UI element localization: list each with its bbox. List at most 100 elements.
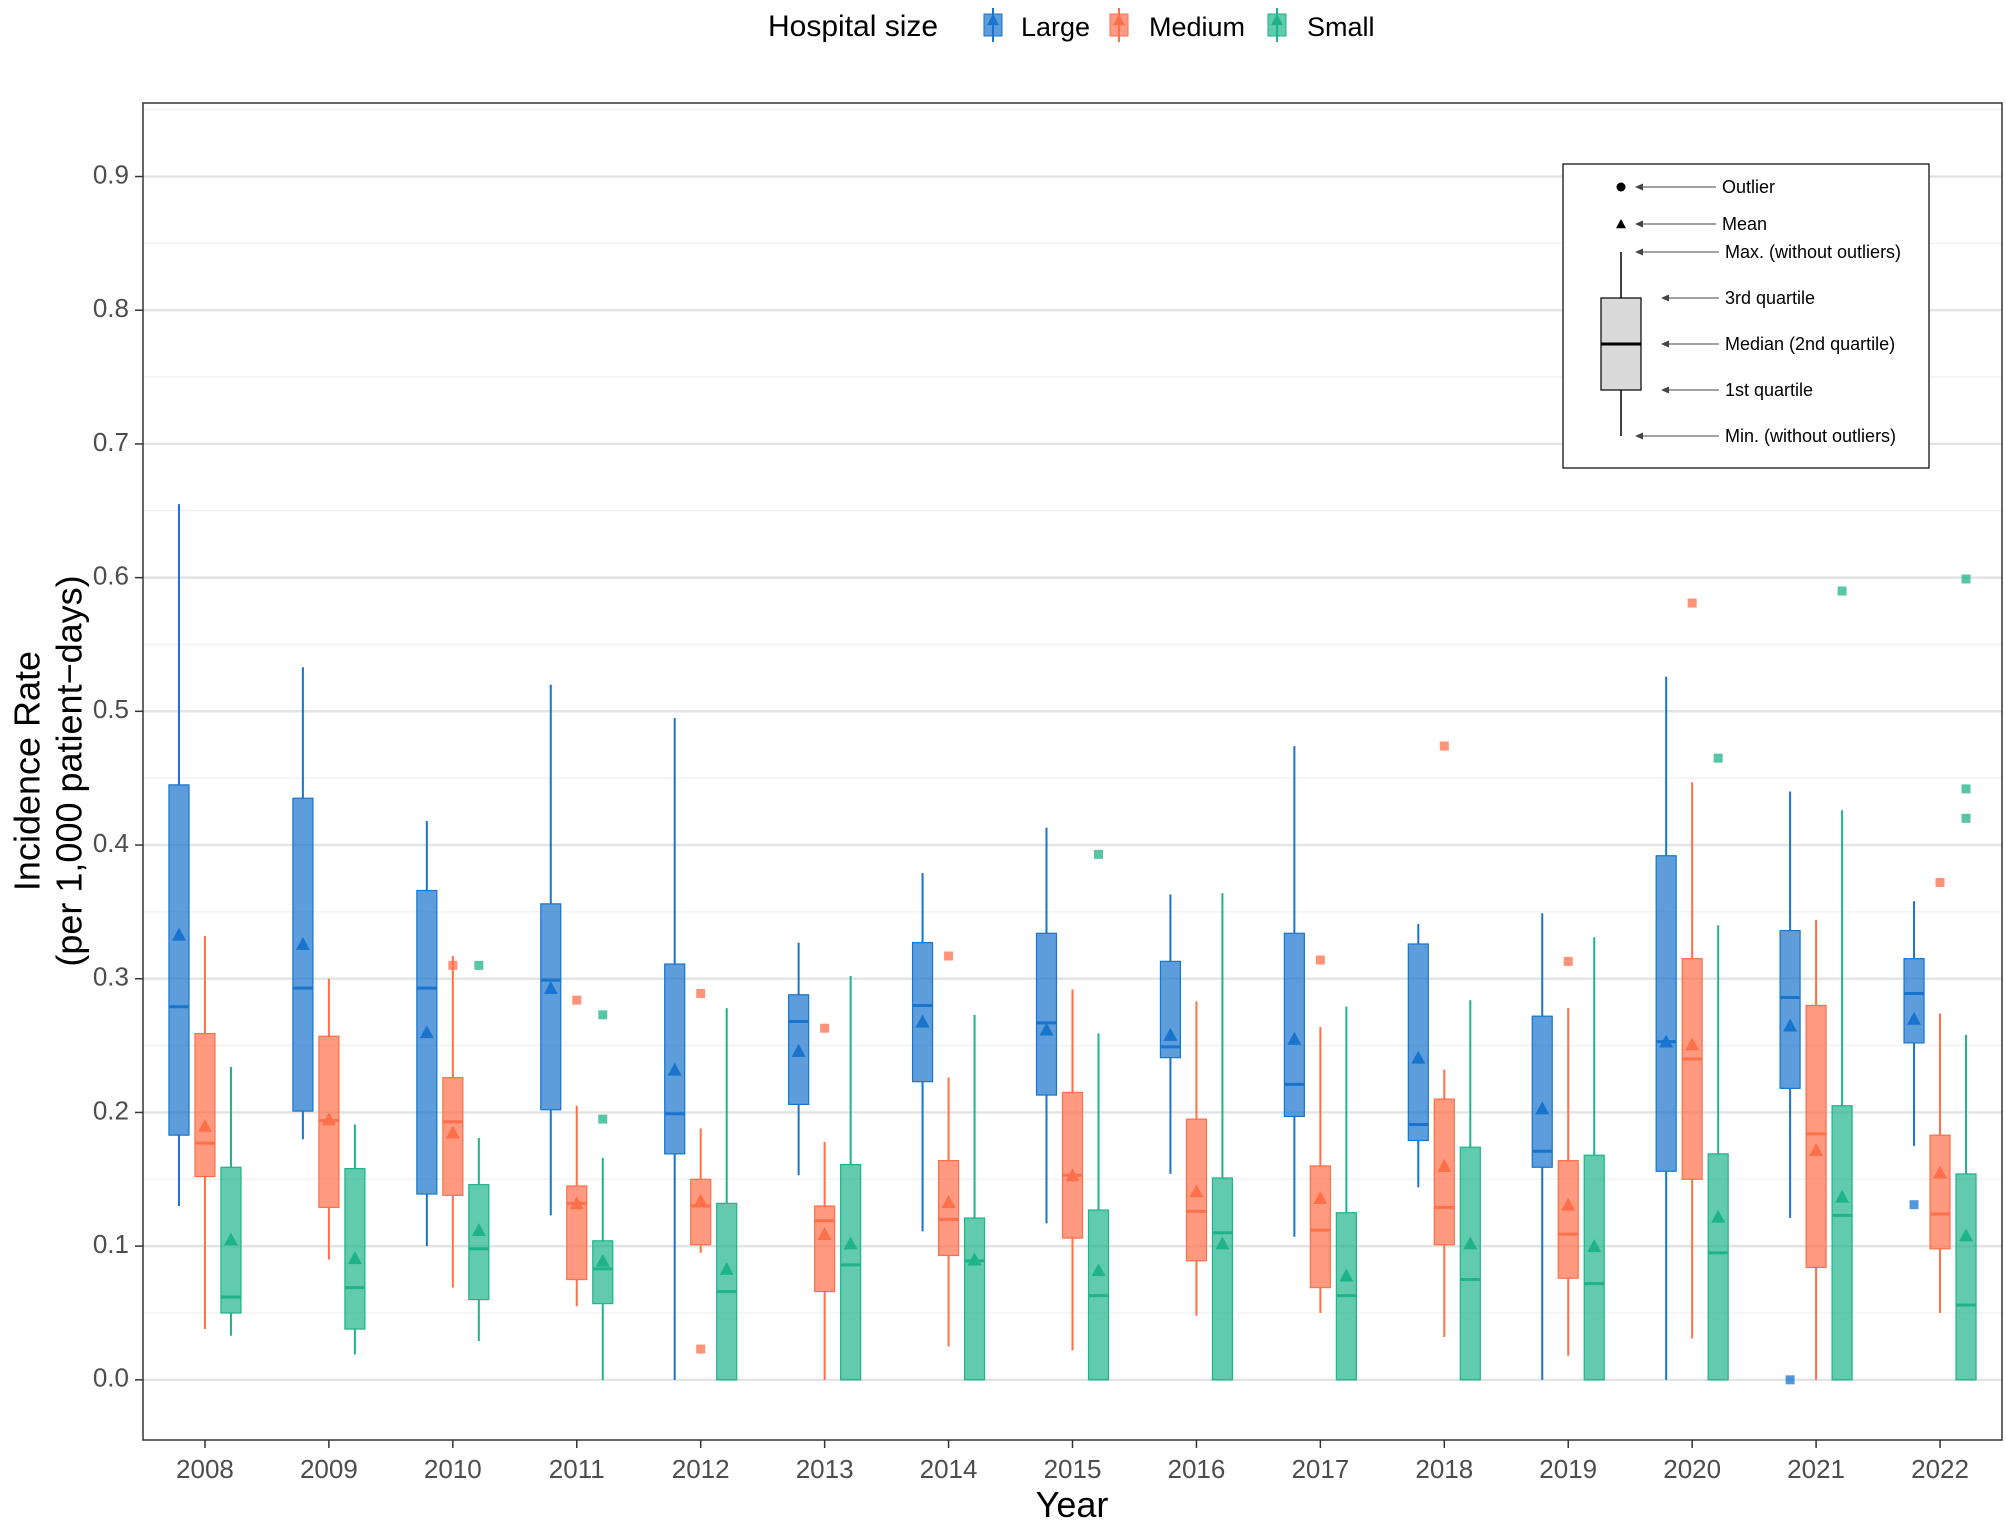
key-arrow-head — [1635, 183, 1643, 191]
iqr-box — [911, 942, 934, 1083]
y-tick-label: 0.6 — [93, 561, 129, 591]
mean-marker — [719, 1261, 734, 1275]
key-label-max: Max. (without outliers) — [1725, 242, 1901, 262]
box-small-2022 — [1955, 574, 1977, 1381]
box-large-2014 — [911, 873, 934, 1232]
box-large-2021 — [1779, 791, 1801, 1385]
mean-marker — [1685, 1037, 1700, 1051]
legend-item-medium: Medium — [1109, 8, 1245, 42]
box-medium-2019 — [1557, 956, 1579, 1356]
series-medium — [194, 598, 1951, 1380]
box-medium-2015 — [1061, 989, 1084, 1351]
iqr-box — [1805, 1004, 1827, 1269]
mean-marker — [569, 1196, 584, 1210]
x-tick-label: 2009 — [300, 1454, 358, 1484]
iqr-box — [1955, 1173, 1977, 1381]
box-large-2010 — [416, 820, 438, 1247]
mean-marker — [471, 1223, 486, 1237]
box-large-2008 — [168, 504, 190, 1207]
box-small-2015 — [1087, 849, 1110, 1381]
iqr-box — [1061, 1091, 1084, 1239]
x-tick-label: 2022 — [1911, 1454, 1969, 1484]
mean-marker — [1463, 1236, 1478, 1250]
box-large-2016 — [1159, 894, 1182, 1174]
y-axis-title: Incidence Rate (per 1,000 patient−days) — [7, 575, 90, 966]
x-tick-label: 2020 — [1663, 1454, 1721, 1484]
mean-marker — [1959, 1228, 1974, 1242]
mean-marker — [1411, 1050, 1426, 1064]
outlier-point — [448, 960, 458, 970]
box-large-2009 — [292, 667, 314, 1140]
legend-label: Medium — [1149, 12, 1245, 42]
mean-marker — [1933, 1165, 1948, 1179]
iqr-box — [592, 1240, 614, 1305]
box-small-2018 — [1459, 1000, 1481, 1381]
box-small-2011 — [592, 1010, 614, 1380]
mean-marker — [295, 936, 310, 950]
iqr-box — [168, 784, 190, 1136]
box-medium-2009 — [318, 978, 340, 1260]
mean-marker — [347, 1251, 362, 1265]
key-label-outlier: Outlier — [1722, 177, 1775, 197]
outlier-point — [1909, 1200, 1919, 1210]
iqr-box — [194, 1032, 216, 1178]
mean-marker — [1561, 1197, 1576, 1211]
outlier-point — [1961, 813, 1971, 823]
iqr-box — [690, 1178, 712, 1246]
legend-key-mean — [1113, 14, 1125, 26]
outlier-point — [696, 988, 706, 998]
mean-marker — [1711, 1209, 1726, 1223]
mean-marker — [1065, 1168, 1080, 1182]
x-tick-label: 2012 — [672, 1454, 730, 1484]
key-arrow-head — [1661, 294, 1669, 302]
iqr-box — [1433, 1098, 1455, 1246]
mean-marker — [1163, 1027, 1178, 1041]
mean-marker — [321, 1112, 336, 1126]
key-arrow-head — [1661, 340, 1669, 348]
box-medium-2021 — [1805, 919, 1827, 1380]
key-arrow-head — [1661, 386, 1669, 394]
iqr-box — [1557, 1159, 1579, 1279]
iqr-box — [1159, 960, 1182, 1059]
outlier-point — [1094, 849, 1103, 859]
y-tick-label: 0.8 — [93, 293, 129, 323]
x-tick-label: 2008 — [176, 1454, 234, 1484]
y-tick-label: 0.5 — [93, 694, 129, 724]
y-tick-label: 0.4 — [93, 828, 129, 858]
key-label-q3: 3rd quartile — [1725, 288, 1815, 308]
iqr-box — [540, 903, 562, 1111]
outlier-point — [1837, 586, 1847, 596]
y-axis-title-line-1: Incidence Rate — [7, 651, 48, 891]
x-tick-label: 2013 — [796, 1454, 854, 1484]
key-arrow-head — [1635, 220, 1643, 228]
mean-marker — [1783, 1018, 1798, 1032]
iqr-box — [1211, 1177, 1234, 1381]
mean-marker — [543, 981, 558, 995]
y-tick-label: 0.9 — [93, 159, 129, 189]
x-tick-label: 2010 — [424, 1454, 482, 1484]
mean-marker — [1907, 1011, 1922, 1025]
x-tick-label: 2021 — [1787, 1454, 1845, 1484]
mean-marker — [1659, 1034, 1674, 1048]
mean-marker — [967, 1252, 982, 1266]
x-tick-label: 2018 — [1415, 1454, 1473, 1484]
key-label-min: Min. (without outliers) — [1725, 426, 1896, 446]
iqr-box — [344, 1167, 366, 1330]
outlier-point — [1713, 753, 1723, 763]
x-tick-label: 2014 — [920, 1454, 978, 1484]
key-label-mean: Mean — [1722, 214, 1767, 234]
x-tick-label: 2015 — [1044, 1454, 1102, 1484]
outlier-point — [1563, 956, 1573, 966]
mean-marker — [693, 1193, 708, 1207]
iqr-box — [1283, 932, 1305, 1118]
outlier-point — [572, 995, 582, 1005]
box-small-2009 — [344, 1124, 366, 1355]
legend-key-mean — [1271, 14, 1283, 26]
iqr-box — [840, 1163, 862, 1381]
mean-marker — [1339, 1268, 1354, 1282]
iqr-box — [416, 889, 438, 1195]
x-tick-label: 2011 — [549, 1454, 605, 1484]
box-large-2015 — [1035, 827, 1058, 1224]
x-tick-label: 2019 — [1539, 1454, 1597, 1484]
y-tick-label: 0.0 — [93, 1363, 129, 1393]
